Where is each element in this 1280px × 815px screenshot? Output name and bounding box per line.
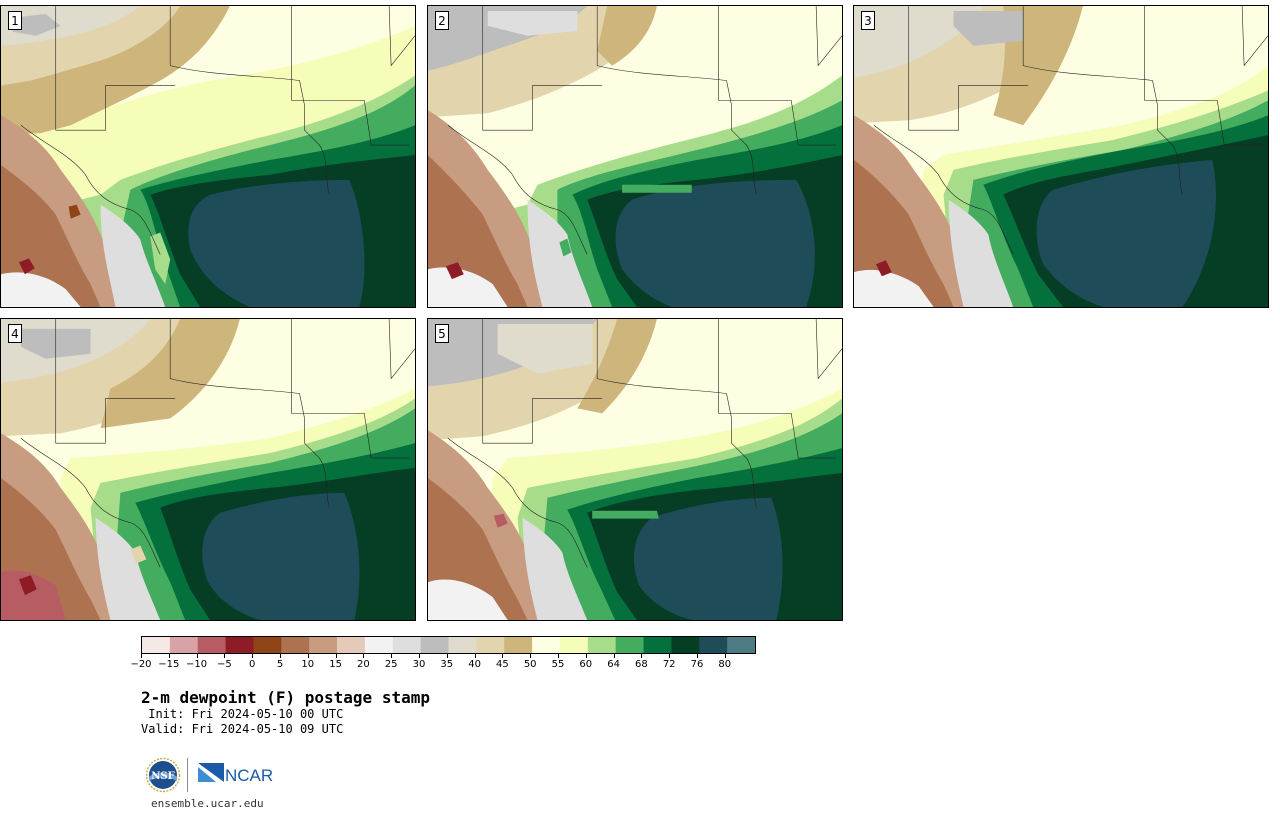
colorbar-tick-label: 45 (496, 659, 509, 670)
colorbar-tick (641, 653, 643, 658)
colorbar-tick-label: 80 (718, 659, 732, 670)
dewpoint-map-4 (1, 319, 415, 620)
colorbar-swatch (671, 637, 700, 653)
colorbar-tick (224, 653, 226, 658)
colorbar-swatch (281, 637, 310, 653)
colorbar-tick (363, 653, 365, 658)
colorbar-swatch (504, 637, 533, 653)
ncar-logo-text: NCAR (225, 766, 273, 785)
colorbar-tick (446, 653, 448, 658)
colorbar-tick (141, 653, 142, 658)
panel-number-label: 2 (435, 11, 449, 30)
colorbar-tick (474, 653, 476, 658)
colorbar-tick (697, 653, 698, 658)
nsf-logo-text: NSF (151, 771, 174, 782)
ncar-logo: NCAR (198, 763, 273, 785)
colorbar-tick (252, 653, 254, 658)
site-url: ensemble.ucar.edu (151, 797, 264, 810)
colorbar-tick-label: 10 (301, 659, 315, 670)
colorbar-swatch (169, 637, 199, 653)
colorbar-tick-label: 20 (357, 659, 370, 670)
valid-time: Valid: Fri 2024-05-10 09 UTC (141, 722, 344, 736)
colorbar-tick (391, 653, 393, 658)
dewpoint-map-1 (1, 6, 415, 307)
colorbar-swatch (476, 637, 505, 653)
colorbar-tick (196, 653, 198, 658)
colorbar-tick (585, 653, 587, 658)
colorbar-tick (613, 653, 615, 658)
dewpoint-map-2 (428, 6, 842, 307)
colorbar-tick (558, 653, 559, 658)
colorbar-tick-label: 5 (276, 659, 284, 670)
colorbar-tick (280, 653, 281, 658)
colorbar-tick-label: −20 (130, 659, 152, 670)
colorbar-swatch (337, 637, 366, 653)
colorbar-tick (502, 653, 504, 658)
colorbar-tick-label: 35 (440, 659, 454, 670)
colorbar-swatch (197, 637, 227, 653)
colorbar-tick-label: 50 (523, 659, 537, 670)
colorbar-swatches (142, 637, 755, 653)
colorbar-tick-label: 40 (468, 659, 481, 670)
colorbar-ticks: −20 −15 −10 −5 0 5 10 15 20 25 30 35 40 45 50 55 60 64 68 7… (130, 653, 756, 673)
colorbar-swatch (142, 637, 171, 653)
panel-number-label: 3 (861, 11, 875, 30)
colorbar-swatch (532, 637, 561, 653)
colorbar-tick (168, 653, 170, 658)
colorbar-swatch (643, 637, 672, 653)
colorbar-tick-label: 64 (607, 659, 620, 670)
colorbar-swatch (309, 637, 338, 653)
colorbar-swatch (727, 637, 755, 653)
chart-title: 2-m dewpoint (F) postage stamp (141, 688, 430, 707)
colorbar-swatch (253, 637, 282, 653)
colorbar-tick-label: 0 (249, 659, 256, 670)
colorbar-swatch (364, 637, 394, 653)
colorbar-swatch (615, 637, 645, 653)
colorbar-tick-label: 60 (579, 659, 593, 670)
colorbar-swatch (448, 637, 477, 653)
colorbar-tick (307, 653, 309, 658)
colorbar-tick-label: 76 (690, 659, 704, 670)
colorbar-tick (669, 653, 671, 658)
colorbar-tick-label: 55 (551, 659, 565, 670)
panel-number-label: 4 (8, 324, 22, 343)
logo-divider (187, 758, 188, 792)
colorbar-tick-label: −5 (217, 659, 232, 670)
colorbar-swatch (225, 637, 254, 653)
colorbar-tick-label: 30 (412, 659, 426, 670)
colorbar-swatch (559, 637, 589, 653)
colorbar-swatch (587, 637, 617, 653)
colorbar-tick-label: 25 (384, 659, 398, 670)
colorbar-tick-label: −10 (186, 659, 208, 670)
postage-stamp-panel-2: 2 (427, 5, 843, 308)
panel-number-label: 1 (8, 11, 22, 30)
colorbar (141, 636, 756, 654)
colorbar-tick (335, 653, 337, 658)
nsf-logo: NSF (145, 757, 181, 793)
colorbar-tick (419, 653, 420, 658)
colorbar-tick-label: −15 (158, 659, 180, 670)
postage-stamp-panel-5: 5 (427, 318, 843, 621)
colorbar-swatch (420, 637, 449, 653)
postage-stamp-panel-1: 1 (0, 5, 416, 308)
colorbar-tick-label: 68 (635, 659, 648, 670)
dewpoint-map-3 (854, 6, 1268, 307)
colorbar-tick-label: 72 (662, 659, 676, 670)
colorbar-tick (530, 653, 532, 658)
postage-stamp-panel-4: 4 (0, 318, 416, 621)
colorbar-swatch (699, 637, 728, 653)
panel-number-label: 5 (435, 324, 449, 343)
init-time: Init: Fri 2024-05-10 00 UTC (141, 707, 344, 721)
colorbar-swatch (392, 637, 422, 653)
dewpoint-map-5 (428, 319, 842, 620)
colorbar-tick (724, 653, 726, 658)
postage-stamp-panel-3: 3 (853, 5, 1269, 308)
colorbar-tick-label: 15 (329, 659, 342, 670)
